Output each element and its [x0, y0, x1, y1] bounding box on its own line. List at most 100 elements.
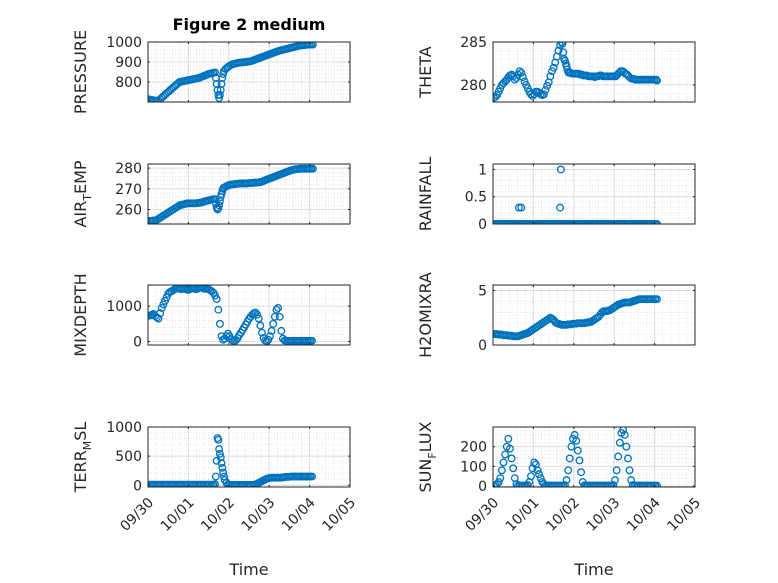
data-point	[619, 427, 628, 434]
data-point	[215, 445, 224, 454]
data-point	[494, 478, 503, 487]
axes-background	[493, 164, 695, 224]
y-tick-label: 0	[133, 334, 142, 350]
data-point	[615, 438, 624, 447]
data-point	[211, 68, 220, 77]
data-point	[509, 464, 518, 473]
x-axis-label: Time	[573, 560, 613, 579]
data-series	[148, 42, 317, 102]
x-tick-label: 10/01	[158, 495, 198, 535]
data-point	[652, 75, 661, 84]
data-point	[148, 312, 151, 320]
data-series	[493, 42, 661, 102]
subplot-h2omixra: 0 5 H2OMIXRA	[416, 272, 696, 358]
data-point	[622, 442, 631, 451]
data-point	[215, 91, 224, 99]
data-point	[154, 314, 163, 323]
y-tick-label: 280	[115, 161, 142, 177]
x-tick-label: 10/03	[584, 495, 624, 535]
y-tick-label: 1000	[106, 420, 142, 436]
data-point	[274, 303, 283, 312]
y-tick-label: 0	[478, 479, 487, 495]
data-point	[560, 481, 569, 487]
y-axis-label: THETA	[416, 46, 435, 98]
data-point	[267, 326, 276, 335]
x-tick-label: 10/04	[624, 495, 664, 535]
data-point	[653, 481, 661, 487]
data-point	[556, 203, 565, 212]
y-axis-label: PRESSURE	[71, 30, 90, 114]
data-point	[308, 472, 316, 481]
x-axis-label: Time	[228, 560, 268, 579]
data-point	[609, 481, 618, 487]
data-point	[215, 197, 224, 206]
data-point	[530, 458, 539, 467]
data-point	[266, 332, 274, 341]
data-point	[275, 312, 284, 321]
data-point	[277, 326, 286, 335]
axes-background	[148, 42, 350, 102]
data-point	[567, 442, 576, 451]
subplot-mixdepth: 0 1000 MIXDEPTH	[71, 273, 351, 357]
data-series	[493, 427, 661, 487]
data-point	[549, 63, 558, 72]
data-point	[214, 435, 223, 444]
y-axis-label: MIXDEPTH	[71, 273, 90, 356]
data-point	[214, 204, 223, 213]
data-point	[653, 76, 661, 85]
data-point	[214, 305, 223, 314]
data-point	[517, 203, 526, 212]
y-tick-label: 900	[115, 55, 142, 71]
data-point	[620, 430, 629, 439]
data-point	[253, 310, 262, 319]
data-point	[546, 72, 555, 81]
y-tick-label: 0	[133, 478, 142, 494]
x-tick-label: 10/01	[503, 495, 543, 535]
x-tick-label: 10/03	[239, 495, 279, 535]
subplot-rainfall: 0 0.5 1 RAINFALL	[416, 157, 696, 233]
x-tick-label: 10/02	[198, 495, 238, 535]
axes-box	[492, 426, 696, 488]
data-point	[499, 458, 508, 467]
axes-box	[147, 426, 351, 488]
data-point	[215, 201, 224, 210]
subplot-air-temp: 260 270 280 AIRTEMP	[71, 160, 351, 228]
data-point	[527, 472, 535, 481]
data-series	[148, 285, 316, 345]
axes-background	[493, 427, 695, 487]
data-point	[562, 476, 571, 485]
y-tick-label: 800	[115, 75, 142, 91]
data-point	[493, 480, 501, 487]
data-point	[251, 308, 260, 317]
data-point	[216, 453, 225, 462]
y-tick-label: 0	[478, 217, 487, 233]
y-axis-label: TERRMSL	[71, 422, 94, 494]
data-point	[533, 466, 542, 475]
data-point	[308, 336, 316, 345]
subplot-theta: 280 285 THETA	[416, 35, 696, 103]
x-tick-label: 09/30	[117, 495, 157, 535]
data-point	[156, 309, 165, 318]
data-point	[565, 454, 574, 463]
axes-box	[147, 163, 351, 225]
axes-background	[148, 164, 350, 224]
data-point	[148, 481, 151, 487]
data-point	[558, 42, 567, 48]
data-point	[614, 452, 623, 461]
figure-title: Figure 2 medium	[173, 15, 326, 34]
data-series	[148, 434, 316, 487]
x-tick-label: 10/05	[664, 495, 704, 535]
y-tick-label: 0	[478, 338, 487, 354]
y-tick-label: 500	[115, 449, 142, 465]
x-tick-label: 10/05	[319, 495, 359, 535]
x-tick-label: 09/30	[462, 495, 502, 535]
y-axis-label: AIRTEMP	[71, 160, 94, 227]
data-point	[308, 42, 317, 49]
data-point	[517, 68, 526, 77]
data-point	[215, 319, 224, 328]
y-tick-label: 1000	[106, 35, 142, 51]
data-point	[611, 476, 619, 485]
data-point	[564, 466, 573, 475]
axes-box	[147, 284, 351, 346]
